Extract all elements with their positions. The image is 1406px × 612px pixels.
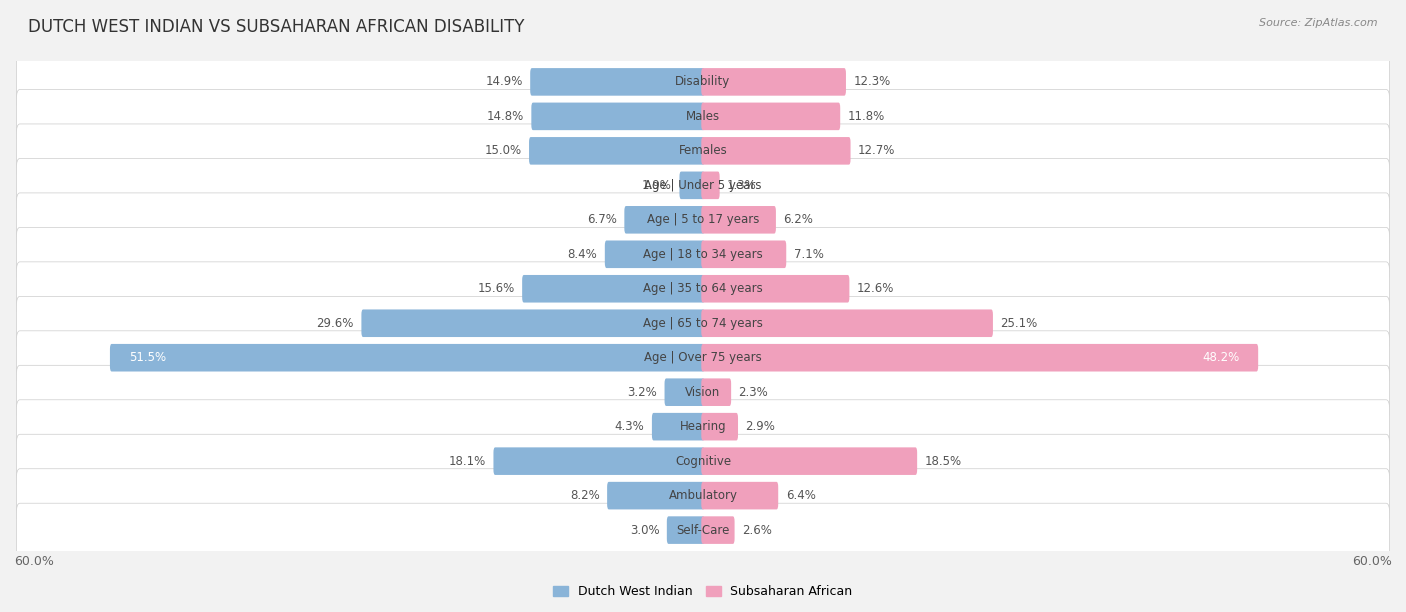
Text: Age | 65 to 74 years: Age | 65 to 74 years (643, 317, 763, 330)
Text: 29.6%: 29.6% (316, 317, 354, 330)
FancyBboxPatch shape (702, 378, 731, 406)
Text: DUTCH WEST INDIAN VS SUBSAHARAN AFRICAN DISABILITY: DUTCH WEST INDIAN VS SUBSAHARAN AFRICAN … (28, 18, 524, 36)
Text: 51.5%: 51.5% (129, 351, 166, 364)
FancyBboxPatch shape (17, 89, 1389, 143)
Text: 1.3%: 1.3% (727, 179, 756, 192)
Text: Disability: Disability (675, 75, 731, 88)
Text: 14.8%: 14.8% (486, 110, 524, 123)
FancyBboxPatch shape (17, 296, 1389, 350)
Text: Cognitive: Cognitive (675, 455, 731, 468)
FancyBboxPatch shape (522, 275, 704, 302)
Text: 3.2%: 3.2% (627, 386, 657, 398)
Text: 6.4%: 6.4% (786, 489, 815, 502)
Text: 15.6%: 15.6% (478, 282, 515, 295)
Text: 2.6%: 2.6% (742, 524, 772, 537)
Text: 14.9%: 14.9% (485, 75, 523, 88)
Text: 6.7%: 6.7% (588, 214, 617, 226)
Text: Age | 18 to 34 years: Age | 18 to 34 years (643, 248, 763, 261)
FancyBboxPatch shape (702, 447, 917, 475)
FancyBboxPatch shape (702, 517, 734, 544)
FancyBboxPatch shape (17, 55, 1389, 109)
FancyBboxPatch shape (702, 68, 846, 95)
FancyBboxPatch shape (702, 171, 720, 199)
Text: 4.3%: 4.3% (614, 420, 644, 433)
FancyBboxPatch shape (665, 378, 704, 406)
Text: 3.0%: 3.0% (630, 524, 659, 537)
FancyBboxPatch shape (17, 262, 1389, 316)
Text: 2.3%: 2.3% (738, 386, 768, 398)
FancyBboxPatch shape (17, 469, 1389, 523)
Legend: Dutch West Indian, Subsaharan African: Dutch West Indian, Subsaharan African (548, 580, 858, 603)
FancyBboxPatch shape (17, 124, 1389, 177)
FancyBboxPatch shape (607, 482, 704, 509)
Text: 7.1%: 7.1% (794, 248, 824, 261)
FancyBboxPatch shape (17, 331, 1389, 384)
FancyBboxPatch shape (679, 171, 704, 199)
FancyBboxPatch shape (702, 137, 851, 165)
Text: 12.7%: 12.7% (858, 144, 896, 157)
Text: 12.6%: 12.6% (856, 282, 894, 295)
Text: Vision: Vision (685, 386, 721, 398)
Text: Females: Females (679, 144, 727, 157)
Text: 12.3%: 12.3% (853, 75, 890, 88)
Text: Ambulatory: Ambulatory (668, 489, 738, 502)
Text: 48.2%: 48.2% (1202, 351, 1239, 364)
FancyBboxPatch shape (361, 310, 704, 337)
FancyBboxPatch shape (702, 241, 786, 268)
FancyBboxPatch shape (17, 228, 1389, 281)
FancyBboxPatch shape (624, 206, 704, 234)
FancyBboxPatch shape (702, 413, 738, 441)
Text: Age | 5 to 17 years: Age | 5 to 17 years (647, 214, 759, 226)
FancyBboxPatch shape (702, 103, 841, 130)
FancyBboxPatch shape (702, 275, 849, 302)
FancyBboxPatch shape (17, 365, 1389, 419)
FancyBboxPatch shape (702, 310, 993, 337)
Text: 25.1%: 25.1% (1001, 317, 1038, 330)
FancyBboxPatch shape (494, 447, 704, 475)
Text: Self-Care: Self-Care (676, 524, 730, 537)
FancyBboxPatch shape (17, 159, 1389, 212)
FancyBboxPatch shape (17, 400, 1389, 453)
Text: 6.2%: 6.2% (783, 214, 813, 226)
FancyBboxPatch shape (17, 503, 1389, 557)
FancyBboxPatch shape (666, 517, 704, 544)
Text: 1.9%: 1.9% (643, 179, 672, 192)
Text: Age | 35 to 64 years: Age | 35 to 64 years (643, 282, 763, 295)
Text: 2.9%: 2.9% (745, 420, 775, 433)
FancyBboxPatch shape (702, 482, 778, 509)
Text: Age | Over 75 years: Age | Over 75 years (644, 351, 762, 364)
FancyBboxPatch shape (652, 413, 704, 441)
Text: Source: ZipAtlas.com: Source: ZipAtlas.com (1260, 18, 1378, 28)
Text: Age | Under 5 years: Age | Under 5 years (644, 179, 762, 192)
FancyBboxPatch shape (702, 206, 776, 234)
Text: 18.1%: 18.1% (449, 455, 486, 468)
FancyBboxPatch shape (530, 68, 704, 95)
Text: Hearing: Hearing (679, 420, 727, 433)
FancyBboxPatch shape (17, 193, 1389, 247)
Text: 8.2%: 8.2% (569, 489, 599, 502)
FancyBboxPatch shape (529, 137, 704, 165)
Text: 15.0%: 15.0% (485, 144, 522, 157)
Text: 11.8%: 11.8% (848, 110, 884, 123)
Text: 60.0%: 60.0% (1353, 555, 1392, 568)
Text: 18.5%: 18.5% (925, 455, 962, 468)
FancyBboxPatch shape (605, 241, 704, 268)
Text: 8.4%: 8.4% (568, 248, 598, 261)
FancyBboxPatch shape (702, 344, 1258, 371)
FancyBboxPatch shape (531, 103, 704, 130)
Text: 60.0%: 60.0% (14, 555, 53, 568)
Text: Males: Males (686, 110, 720, 123)
FancyBboxPatch shape (110, 344, 704, 371)
FancyBboxPatch shape (17, 435, 1389, 488)
